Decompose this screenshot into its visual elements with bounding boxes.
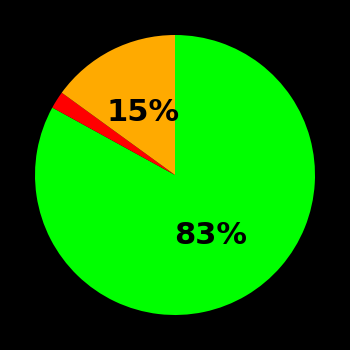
Wedge shape (52, 93, 175, 175)
Text: 83%: 83% (174, 221, 247, 250)
Wedge shape (35, 35, 315, 315)
Text: 15%: 15% (107, 98, 180, 127)
Wedge shape (62, 35, 175, 175)
